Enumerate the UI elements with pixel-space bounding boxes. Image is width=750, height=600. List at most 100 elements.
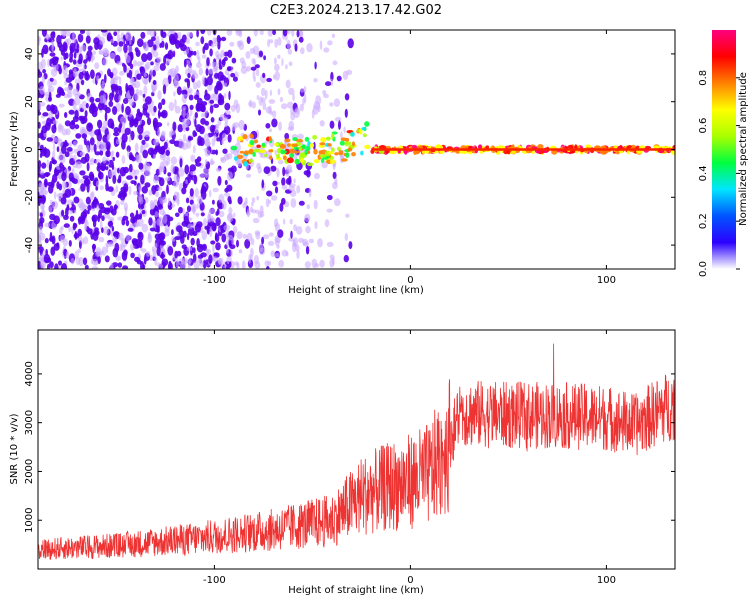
heatmap-cell [38,132,45,139]
heatmap-cell [233,122,240,128]
snr-x-label: Height of straight line (km) [288,585,424,596]
heatmap-cell [333,98,340,107]
heatmap-cell [236,239,239,248]
heatmap-cell [142,93,146,98]
heatmap-cell [226,264,230,269]
heatmap-cell [222,148,228,154]
heatmap-cell [194,94,200,100]
spectrogram-y-tick-label: 40 [24,48,35,61]
snr-x-tick-label: 0 [407,575,413,586]
heatmap-cell [289,148,295,154]
heatmap-cell [270,250,276,258]
heatmap-cell [141,53,148,63]
heatmap-cell [251,197,256,203]
heatmap-cell [141,210,146,215]
heatmap-cell [114,242,120,253]
heatmap-cell [60,197,67,205]
heatmap-cell [146,30,151,35]
heatmap-cell [113,75,120,80]
heatmap-cell [269,155,273,160]
heatmap-cell [153,105,157,113]
heatmap-cell [224,122,228,128]
heatmap-cell [100,30,108,33]
heatmap-cell [69,215,75,222]
heatmap-cell [323,93,329,99]
heatmap-cell [154,211,159,218]
heatmap-cell [208,68,214,75]
heatmap-cell [208,189,212,198]
heatmap-cell [137,38,144,48]
heatmap-cell [322,90,327,95]
heatmap-cell [58,103,65,108]
heatmap-cell [102,120,108,130]
heatmap-cell [196,80,201,89]
heatmap-cell [329,102,334,107]
heatmap-cell [213,103,220,108]
heatmap-cell [125,54,131,64]
heatmap-cell [319,120,325,127]
heatmap-cell [345,213,350,218]
heatmap-cell [185,37,190,45]
heatmap-cell [168,260,172,269]
heatmap-cell [79,170,86,176]
heatmap-cell [106,134,110,142]
heatmap-cell [223,92,227,99]
heatmap-cell [180,260,187,269]
heatmap-cell [195,162,202,167]
heatmap-cell [53,243,60,251]
heatmap-cell [86,50,93,60]
heatmap-cell [300,157,305,164]
heatmap-cell [227,134,232,143]
heatmap-cell [243,150,249,155]
snr-y-label: SNR (10 * v/v) [9,413,20,484]
heatmap-cell [216,137,220,142]
heatmap-cell [411,144,418,149]
heatmap-cell [87,209,90,215]
heatmap-cell [330,147,335,153]
heatmap-cell [334,116,342,122]
heatmap-cell [65,128,71,136]
heatmap-cell [65,77,73,83]
heatmap-cell [119,70,125,76]
heatmap-cell [288,185,295,192]
heatmap-cell [162,84,167,95]
heatmap-cell [112,156,115,162]
heatmap-cell [272,180,278,187]
heatmap-cell [110,262,114,269]
heatmap-cell [73,154,77,162]
heatmap-cell [81,100,88,111]
heatmap-cell [273,57,277,65]
heatmap-cell [143,85,148,95]
colorbar-tick-label: 0.2 [698,213,709,229]
heatmap-cell [105,166,109,171]
heatmap-cell [167,50,174,60]
heatmap-cell [128,135,132,143]
heatmap-cell [190,237,195,246]
heatmap-cell [198,67,203,76]
heatmap-cell [333,198,341,207]
heatmap-cell [83,236,89,245]
heatmap-cell [147,147,155,156]
heatmap-cell [296,226,303,235]
heatmap-cell [175,65,180,73]
heatmap-cell [51,104,58,115]
heatmap-cell [141,223,148,233]
heatmap-cell [56,181,60,190]
heatmap-cell [659,150,663,154]
heatmap-cell [183,133,187,142]
heatmap-cell [206,76,213,86]
heatmap-cell [325,136,331,141]
heatmap-cell [49,231,53,241]
heatmap-cell [281,177,286,186]
heatmap-cell [210,240,216,245]
heatmap-cell [264,153,268,158]
heatmap-cell [259,242,264,253]
heatmap-cell [152,221,156,228]
heatmap-cell [274,149,277,156]
heatmap-cell [176,250,182,257]
heatmap-cell [266,77,272,83]
heatmap-cell [69,209,74,215]
heatmap-cell [182,207,185,217]
heatmap-cell [298,30,303,37]
heatmap-cell [331,257,335,266]
